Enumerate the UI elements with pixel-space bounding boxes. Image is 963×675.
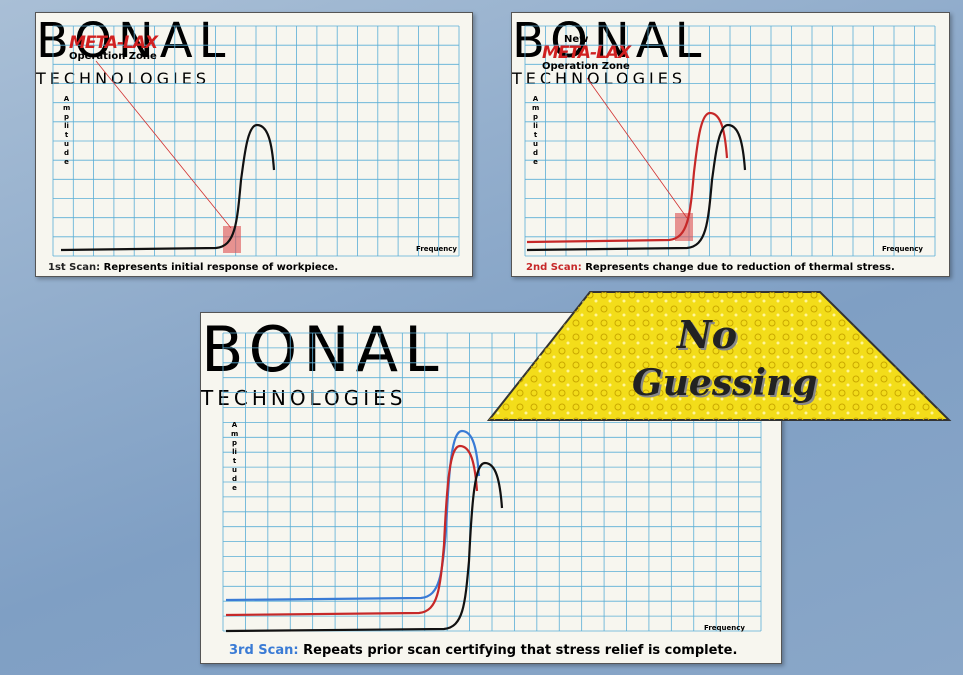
- caption: 3rd Scan: Repeats prior scan certifying …: [229, 643, 737, 658]
- zone-brand: META-LAX: [542, 45, 630, 62]
- response-curve: [527, 113, 727, 242]
- response-curve: [226, 463, 502, 631]
- caption-label: 3rd Scan:: [229, 643, 299, 658]
- response-curve: [226, 446, 477, 615]
- banner-text: No: [677, 312, 737, 357]
- caption: 1st Scan: Represents initial response of…: [48, 262, 338, 273]
- y-axis-label: Amplitude: [532, 95, 539, 167]
- zone-text: Operation Zone: [69, 52, 157, 62]
- poster: BONALTECHNOLOGIESAmplitudeFrequencyMETA-…: [0, 0, 963, 675]
- pointer-line: [587, 78, 687, 218]
- operation-zone: [223, 226, 241, 253]
- zone-brand: META-LAX: [69, 35, 157, 52]
- x-axis-label: Frequency: [416, 245, 457, 253]
- caption-text: Repeats prior scan certifying that stres…: [303, 643, 737, 658]
- x-axis-label: Frequency: [704, 624, 745, 632]
- caption-text: Represents initial response of workpiece…: [104, 262, 339, 273]
- y-axis-label: Amplitude: [231, 421, 238, 493]
- pointer-line: [96, 61, 231, 228]
- caption-label: 2nd Scan:: [526, 262, 582, 273]
- banner: No Guessing: [487, 290, 952, 422]
- x-axis-label: Frequency: [882, 245, 923, 253]
- caption: 2nd Scan: Represents change due to reduc…: [526, 262, 895, 273]
- caption-text: Represents change due to reduction of th…: [585, 262, 895, 273]
- zone-text: Operation Zone: [542, 62, 630, 72]
- y-axis-label: Amplitude: [63, 95, 70, 167]
- banner-text: Guessing: [632, 362, 817, 404]
- caption-label: 1st Scan:: [48, 262, 100, 273]
- response-curve: [527, 125, 745, 250]
- response-curve: [61, 125, 274, 250]
